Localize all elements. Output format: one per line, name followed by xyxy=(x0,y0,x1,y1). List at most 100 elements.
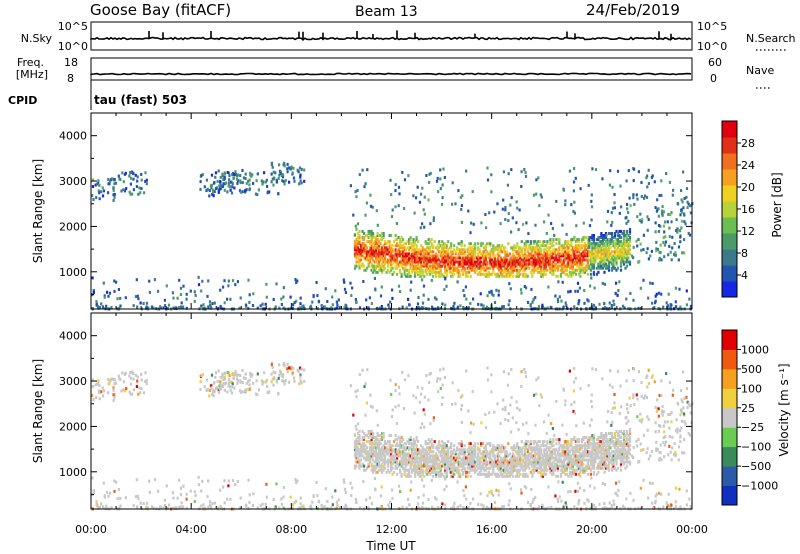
power-cell xyxy=(508,266,511,270)
power-cell xyxy=(585,264,588,268)
power-cell xyxy=(654,294,657,298)
power-cell xyxy=(244,303,248,307)
power-cell xyxy=(230,191,234,195)
velocity-cell xyxy=(505,472,508,476)
velocity-cell xyxy=(579,458,582,462)
power-cell xyxy=(448,266,451,270)
power-cell xyxy=(375,246,378,250)
power-cell xyxy=(122,188,125,192)
power-cell xyxy=(513,248,516,252)
velocity-cell xyxy=(501,464,504,468)
power-cell xyxy=(504,208,507,212)
power-cell xyxy=(668,180,671,184)
power-cell xyxy=(583,270,586,274)
velocity-cell xyxy=(552,452,555,456)
power-cell xyxy=(445,260,448,264)
velocity-cell xyxy=(555,448,558,452)
power-cell xyxy=(657,224,661,227)
power-cell xyxy=(490,264,493,268)
power-cell xyxy=(219,175,222,179)
power-cell xyxy=(393,258,396,262)
velocity-cell xyxy=(474,446,477,450)
freq-label-bottom: [MHz] xyxy=(16,68,48,81)
power-cell xyxy=(429,248,432,252)
velocity-cell xyxy=(538,446,541,450)
power-cell xyxy=(279,172,282,175)
velocity-cell xyxy=(429,450,432,454)
power-cell xyxy=(423,248,426,252)
velocity-cell xyxy=(523,456,526,460)
power-cell xyxy=(549,266,552,270)
velocity-cell xyxy=(409,474,412,478)
power-cell xyxy=(415,264,418,268)
velocity-cell xyxy=(490,462,493,466)
velocity-cell xyxy=(356,450,360,454)
power-cell xyxy=(562,305,565,309)
power-cell xyxy=(370,240,373,244)
velocity-cell xyxy=(549,460,552,464)
power-cell xyxy=(412,194,415,198)
velocity-cell xyxy=(574,446,577,450)
power-cell xyxy=(501,268,504,272)
velocity-cell xyxy=(522,472,525,476)
velocity-cell xyxy=(490,448,493,452)
velocity-cell xyxy=(504,450,507,454)
power-cell xyxy=(469,301,472,305)
power-cell xyxy=(366,266,369,270)
velocity-cell xyxy=(430,466,433,470)
velocity-cell xyxy=(510,470,513,474)
velocity-cell xyxy=(556,468,559,472)
power-cell xyxy=(229,185,232,189)
velocity-cell xyxy=(505,474,508,478)
velocity-cell xyxy=(481,462,484,466)
velocity-cell xyxy=(559,472,562,476)
velocity-cell xyxy=(403,466,406,470)
power-cell xyxy=(516,262,519,266)
power-cell xyxy=(529,240,532,244)
power-cell xyxy=(406,258,409,262)
velocity-cell xyxy=(402,466,405,470)
power-cell xyxy=(556,238,559,242)
power-cell xyxy=(681,251,684,255)
velocity-cell xyxy=(418,472,421,476)
power-cell xyxy=(402,250,405,254)
power-cell xyxy=(532,258,535,262)
velocity-cell xyxy=(498,460,501,464)
power-cell xyxy=(576,289,580,293)
velocity-cell xyxy=(516,470,519,474)
power-cell xyxy=(492,248,495,252)
power-cell xyxy=(492,252,495,256)
power-cell xyxy=(486,178,490,182)
power-cell xyxy=(597,236,600,239)
velocity-cell xyxy=(565,472,568,476)
power-cell xyxy=(493,262,496,266)
velocity-cell xyxy=(513,466,516,470)
power-cell xyxy=(502,262,505,266)
velocity-cell xyxy=(399,468,402,472)
power-cell xyxy=(612,258,615,262)
power-cell xyxy=(441,246,444,250)
power-cell xyxy=(381,246,384,250)
velocity-cell xyxy=(549,468,552,472)
velocity-cell xyxy=(397,448,400,452)
power-cell xyxy=(544,256,547,260)
power-cell xyxy=(595,238,598,242)
power-cell xyxy=(591,260,594,264)
velocity-cell xyxy=(528,446,531,450)
velocity-cell xyxy=(414,468,417,472)
velocity-cell xyxy=(561,444,564,448)
power-cell xyxy=(591,167,594,171)
power-cell xyxy=(497,289,500,293)
power-cell xyxy=(148,290,151,294)
power-cell xyxy=(520,258,523,262)
power-cell xyxy=(610,234,614,237)
velocity-cell xyxy=(388,444,391,448)
power-cell xyxy=(574,248,577,252)
power-cell xyxy=(424,252,427,256)
power-cell xyxy=(619,250,623,254)
power-cell xyxy=(471,264,474,268)
power-cell xyxy=(415,246,418,250)
velocity-cell xyxy=(570,444,573,448)
power-cell xyxy=(412,240,415,244)
velocity-cell xyxy=(445,474,448,478)
